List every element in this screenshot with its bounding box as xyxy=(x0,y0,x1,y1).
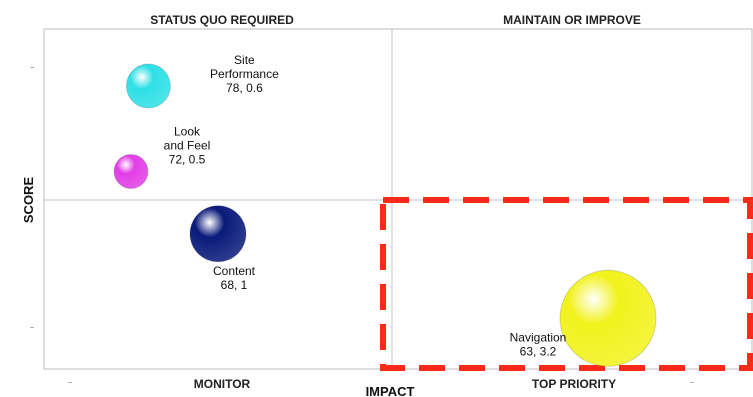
quadrant-title-maintain: MAINTAIN OR IMPROVE xyxy=(503,13,641,27)
top-priority-highlight xyxy=(380,197,753,371)
bubble-look xyxy=(113,154,149,189)
bubble-label: Look and Feel 72, 0.5 xyxy=(164,125,211,167)
x-tick-left: ~ xyxy=(68,380,72,387)
x-axis-label: IMPACT xyxy=(366,384,415,397)
bubble-content xyxy=(189,205,247,263)
quadrant-title-monitor: MONITOR xyxy=(194,377,251,391)
y-axis-label: SCORE xyxy=(21,177,36,224)
y-tick-top: ~ xyxy=(30,65,34,72)
quadrant-title-top-priority: TOP PRIORITY xyxy=(532,377,616,391)
x-tick-right: ~ xyxy=(690,380,694,387)
y-tick-bottom: ~ xyxy=(30,325,34,332)
bubble-layer: Site Performance 78, 0.6 Look and Feel 72, 0.… xyxy=(113,53,657,367)
bubble-site xyxy=(125,63,171,109)
bubble-label: Content 68, 1 xyxy=(213,264,256,292)
bubble-label: Site Performance 78, 0.6 xyxy=(210,53,279,95)
quadrant-title-status-quo: STATUS QUO REQUIRED xyxy=(150,13,294,27)
bubble-label: Navigation 63, 3.2 xyxy=(510,330,567,358)
bubble-navigation xyxy=(559,269,657,367)
